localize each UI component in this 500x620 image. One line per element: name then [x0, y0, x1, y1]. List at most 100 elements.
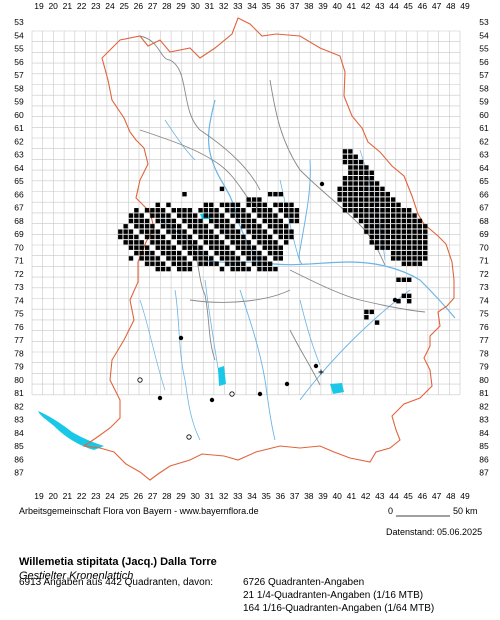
x-label-top: 23: [91, 1, 101, 11]
occurrence-square: [369, 208, 374, 213]
occurrence-square: [412, 261, 417, 266]
occurrence-square: [251, 234, 257, 240]
occurrence-square: [374, 186, 380, 192]
occurrence-square: [374, 224, 380, 229]
occurrence-square: [353, 165, 358, 170]
x-label-top: 25: [119, 1, 129, 11]
x-label-bottom: 39: [318, 491, 328, 501]
x-label-bottom: 44: [389, 491, 399, 501]
occurrence-square: [171, 208, 176, 213]
occurrence-square: [241, 240, 246, 245]
occurrence-square: [219, 245, 225, 250]
x-label-bottom: 20: [48, 491, 58, 501]
occurrence-square: [241, 213, 246, 218]
occurrence-square: [369, 234, 374, 240]
x-label-bottom: 35: [261, 491, 271, 501]
occurrence-square: [160, 240, 166, 245]
occurrence-square: [369, 170, 374, 175]
occurrence-square: [171, 224, 176, 229]
occurrence-square: [160, 234, 166, 240]
occurrence-square: [235, 256, 241, 261]
occurrence-square: [219, 229, 225, 234]
occurrence-square: [155, 261, 160, 266]
open-marker: [186, 434, 192, 440]
occurrence-square: [374, 202, 380, 208]
occurrence-square: [171, 218, 176, 224]
occurrence-square: [364, 192, 369, 197]
occurrence-square: [160, 218, 166, 224]
occurrence-square: [353, 154, 358, 159]
occurrence-square: [209, 256, 214, 261]
occurrence-square: [241, 261, 246, 266]
y-label-right: 73: [479, 282, 489, 292]
occurrence-square: [390, 208, 396, 213]
occurrence-square: [225, 256, 230, 261]
occurrence-square: [342, 192, 348, 197]
y-label-right: 76: [479, 322, 489, 332]
occurrence-square: [348, 197, 353, 202]
occurrence-square: [182, 234, 187, 240]
x-label-bottom: 49: [460, 491, 470, 501]
y-label-right: 72: [479, 269, 489, 279]
occurrence-square: [182, 240, 187, 245]
occurrence-square: [193, 240, 198, 245]
occurrence-square: [407, 256, 412, 261]
occurrence-square: [182, 192, 187, 197]
occurrence-square: [283, 208, 289, 213]
occurrence-square: [251, 224, 257, 229]
occurrence-square: [390, 197, 396, 202]
x-label-top: 43: [375, 1, 385, 11]
occurrence-square: [150, 250, 155, 256]
occurrence-square: [187, 234, 193, 240]
y-label-right: 59: [479, 97, 489, 107]
occurrence-square: [176, 208, 182, 213]
occurrence-square: [390, 213, 396, 218]
occurrence-square: [187, 266, 193, 272]
y-label-right: 60: [479, 110, 489, 120]
occurrence-square: [241, 250, 246, 256]
x-label-top: 32: [219, 1, 229, 11]
occurrence-square: [257, 229, 262, 234]
y-label-right: 78: [479, 348, 489, 358]
occurrence-square: [144, 224, 150, 229]
occurrence-square: [369, 181, 374, 186]
occurrence-square: [257, 224, 262, 229]
y-label-left: 69: [14, 229, 24, 239]
occurrence-square: [374, 245, 380, 250]
occurrence-square: [166, 250, 171, 256]
occurrence-square: [134, 224, 139, 229]
occurrence-square: [390, 240, 396, 245]
occurrence-square: [364, 170, 369, 175]
occurrence-square: [155, 213, 160, 218]
occurrence-square: [380, 197, 385, 202]
occurrence-square: [273, 240, 278, 245]
occurrence-square: [364, 213, 369, 218]
x-label-bottom: 34: [247, 491, 257, 501]
occurrence-square: [118, 229, 123, 234]
occurrence-square: [144, 234, 150, 240]
occurrence-square: [358, 192, 364, 197]
occurrence-square: [348, 175, 353, 181]
occurrence-square: [374, 213, 380, 218]
point-marker: [319, 181, 325, 187]
occurrence-square: [283, 202, 289, 208]
occurrence-square: [417, 250, 423, 256]
occurrence-square: [139, 256, 144, 261]
occurrence-square: [369, 213, 374, 218]
occurrence-square: [294, 218, 300, 224]
occurrence-square: [176, 266, 182, 272]
occurrence-square: [150, 234, 155, 240]
occurrence-square: [358, 213, 364, 218]
occurrence-square: [273, 202, 278, 208]
x-label-bottom: 30: [190, 491, 200, 501]
occurrence-square: [364, 202, 369, 208]
x-label-top: 31: [205, 1, 215, 11]
occurrence-square: [369, 240, 374, 245]
occurrence-square: [289, 234, 294, 240]
occurrence-square: [385, 202, 390, 208]
occurrence-square: [257, 256, 262, 261]
x-label-bottom: 31: [205, 491, 215, 501]
occurrence-square: [144, 229, 150, 234]
x-label-bottom: 47: [432, 491, 442, 501]
occurrence-square: [364, 218, 369, 224]
